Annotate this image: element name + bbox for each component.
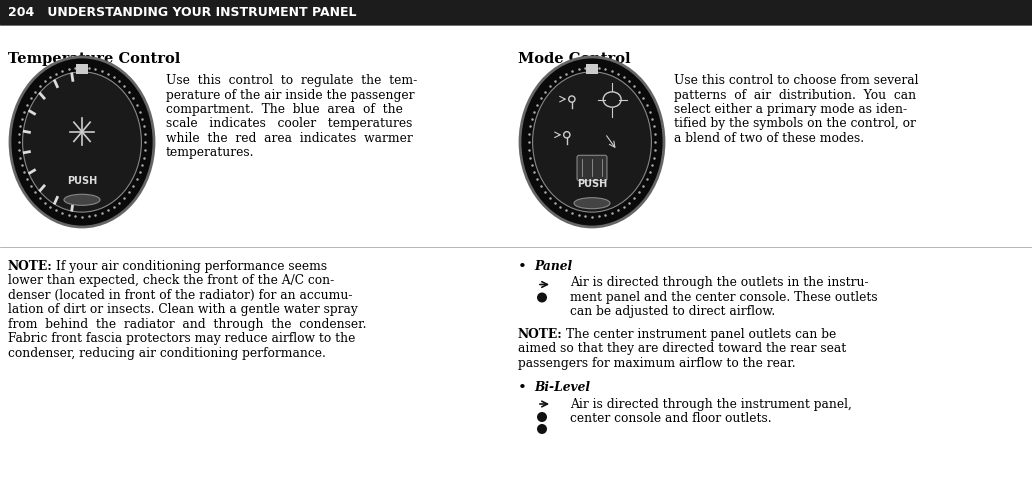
Text: can be adjusted to direct airflow.: can be adjusted to direct airflow. — [570, 305, 775, 318]
Text: compartment.  The  blue  area  of  the: compartment. The blue area of the — [166, 103, 402, 116]
Text: The center instrument panel outlets can be: The center instrument panel outlets can … — [566, 327, 836, 340]
Ellipse shape — [537, 293, 547, 303]
Text: •: • — [518, 260, 527, 274]
Text: Use this control to choose from several: Use this control to choose from several — [674, 74, 918, 87]
Text: passengers for maximum airflow to the rear.: passengers for maximum airflow to the re… — [518, 356, 796, 369]
Text: lower than expected, check the front of the A/C con-: lower than expected, check the front of … — [8, 274, 334, 287]
Text: 204   UNDERSTANDING YOUR INSTRUMENT PANEL: 204 UNDERSTANDING YOUR INSTRUMENT PANEL — [8, 7, 356, 20]
Text: tified by the symbols on the control, or: tified by the symbols on the control, or — [674, 117, 915, 130]
Text: a blend of two of these modes.: a blend of two of these modes. — [674, 132, 864, 145]
Text: Air is directed through the outlets in the instru-: Air is directed through the outlets in t… — [570, 276, 869, 289]
Text: Mode Control: Mode Control — [518, 52, 631, 66]
Text: Fabric front fascia protectors may reduce airflow to the: Fabric front fascia protectors may reduc… — [8, 332, 355, 345]
Text: NOTE:: NOTE: — [8, 260, 53, 273]
Text: Bi-Level: Bi-Level — [534, 381, 590, 394]
Ellipse shape — [537, 412, 547, 422]
Text: NOTE:: NOTE: — [518, 327, 562, 340]
Text: temperatures.: temperatures. — [166, 146, 255, 159]
Text: aimed so that they are directed toward the rear seat: aimed so that they are directed toward t… — [518, 342, 846, 355]
Text: condenser, reducing air conditioning performance.: condenser, reducing air conditioning per… — [8, 346, 326, 359]
Bar — [586, 65, 598, 75]
Text: lation of dirt or insects. Clean with a gentle water spray: lation of dirt or insects. Clean with a … — [8, 303, 358, 316]
Text: ment panel and the center console. These outlets: ment panel and the center console. These… — [570, 291, 877, 304]
Ellipse shape — [64, 195, 100, 206]
Text: Use  this  control  to  regulate  the  tem-: Use this control to regulate the tem- — [166, 74, 417, 87]
Text: Air is directed through the instrument panel,: Air is directed through the instrument p… — [570, 397, 851, 410]
Bar — [76, 65, 88, 75]
Text: If your air conditioning performance seems: If your air conditioning performance see… — [56, 260, 327, 273]
Text: denser (located in front of the radiator) for an accumu-: denser (located in front of the radiator… — [8, 289, 353, 302]
Bar — [0, 0, 1032, 26]
Text: PUSH: PUSH — [577, 178, 607, 188]
Text: •: • — [518, 381, 527, 395]
Text: PUSH: PUSH — [67, 176, 97, 186]
Text: patterns  of  air  distribution.  You  can: patterns of air distribution. You can — [674, 88, 916, 101]
Ellipse shape — [537, 424, 547, 434]
Text: while  the  red  area  indicates  warmer: while the red area indicates warmer — [166, 132, 413, 145]
Text: scale   indicates   cooler   temperatures: scale indicates cooler temperatures — [166, 117, 413, 130]
Text: from  behind  the  radiator  and  through  the  condenser.: from behind the radiator and through the… — [8, 317, 366, 330]
Ellipse shape — [574, 198, 610, 209]
Text: center console and floor outlets.: center console and floor outlets. — [570, 412, 772, 425]
Text: select either a primary mode as iden-: select either a primary mode as iden- — [674, 103, 907, 116]
Ellipse shape — [23, 73, 141, 213]
Text: Temperature Control: Temperature Control — [8, 52, 181, 66]
Bar — [0, 0, 1032, 26]
FancyBboxPatch shape — [577, 156, 607, 181]
Text: perature of the air inside the passenger: perature of the air inside the passenger — [166, 88, 415, 101]
Ellipse shape — [10, 58, 154, 227]
Ellipse shape — [533, 73, 651, 213]
Ellipse shape — [520, 58, 664, 227]
Text: Panel: Panel — [534, 260, 572, 273]
